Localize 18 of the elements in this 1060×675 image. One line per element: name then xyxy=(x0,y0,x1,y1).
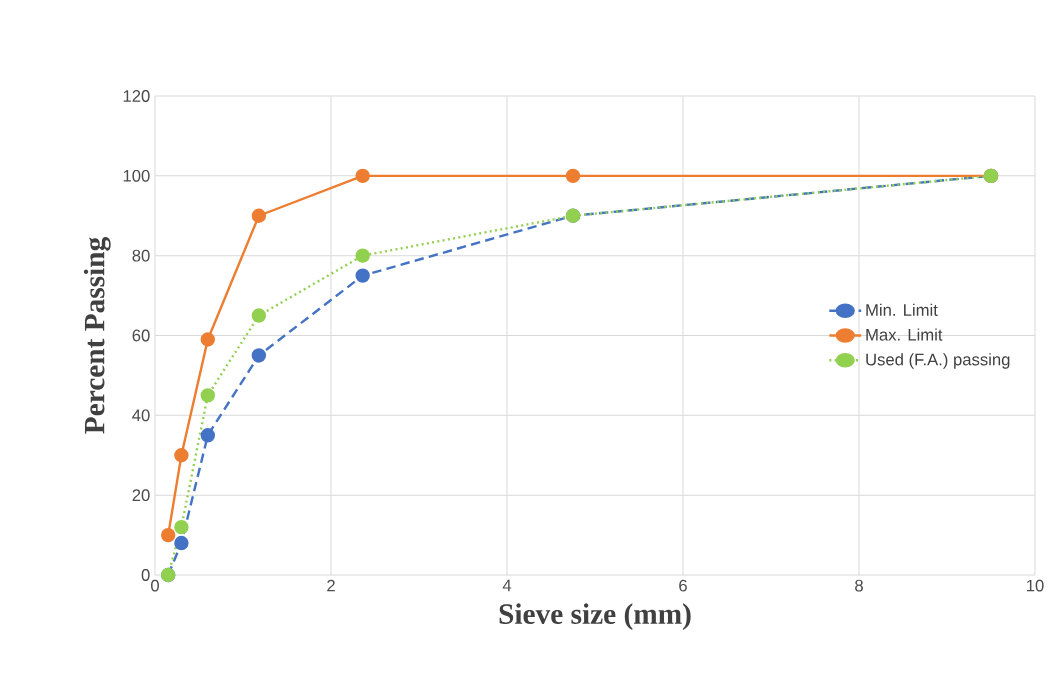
legend-label: Min. Limit xyxy=(866,303,938,316)
y-tick-label: 20 xyxy=(132,489,150,502)
legend-label: Used (F.A.) passing xyxy=(866,353,1010,369)
y-tick-label: 100 xyxy=(123,169,150,182)
y-tick-label: 60 xyxy=(132,329,150,342)
y-tick-label: 0 xyxy=(141,569,150,581)
x-tick-label: 2 xyxy=(327,579,335,592)
legend-label: Max. Limit xyxy=(866,328,943,341)
x-tick-label: 6 xyxy=(679,579,687,592)
x-tick-label: 4 xyxy=(502,579,512,592)
y-axis-title: Percent Passing xyxy=(83,237,111,434)
x-tick-label: 10 xyxy=(1027,579,1044,592)
y-tick-label: 40 xyxy=(132,409,150,422)
y-tick-label: 120 xyxy=(123,90,150,102)
x-tick-label: 8 xyxy=(855,579,863,592)
x-tick-label: 0 xyxy=(151,579,159,592)
x-axis-title: Sieve size (mm) xyxy=(499,603,691,630)
y-tick-label: 80 xyxy=(132,249,150,262)
